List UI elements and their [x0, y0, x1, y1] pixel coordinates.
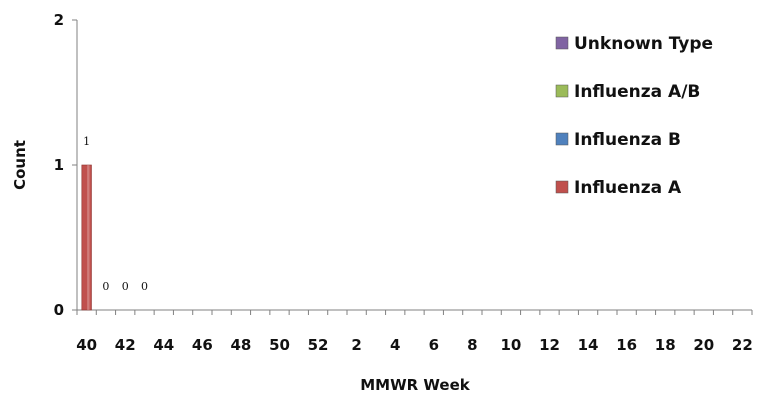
legend-label: Influenza A	[574, 178, 682, 198]
bar-highlight	[87, 165, 90, 310]
x-tick-label: 2	[351, 336, 361, 354]
x-axis-ticks: 40 42 44 46 48 50 52 2 4 6 8 10 12 14 16 18 20 22	[76, 310, 753, 354]
x-tick-label: 40	[76, 336, 97, 354]
x-tick-label: 4	[390, 336, 400, 354]
data-label: 0	[122, 280, 129, 293]
legend-label: Unknown Type	[574, 34, 713, 54]
x-tick-label: 16	[616, 336, 637, 354]
legend-swatch	[555, 180, 569, 194]
x-tick-label: 10	[500, 336, 521, 354]
legend-swatch	[555, 84, 569, 98]
legend-label: Influenza B	[574, 130, 681, 150]
y-axis-title: Count	[11, 140, 29, 190]
data-label: 0	[102, 280, 109, 293]
legend-swatch	[555, 36, 569, 50]
x-tick-label: 42	[115, 336, 136, 354]
bar-influenza-a	[81, 164, 92, 311]
x-tick-label: 8	[467, 336, 477, 354]
data-label: 0	[141, 280, 148, 293]
x-tick-label: 48	[230, 336, 251, 354]
y-axis-ticks: 0 1 2	[54, 11, 77, 319]
x-tick-label: 46	[192, 336, 213, 354]
x-tick-label: 6	[429, 336, 439, 354]
legend-swatch	[555, 132, 569, 146]
x-tick-label: 44	[153, 336, 174, 354]
data-label: 1	[83, 135, 90, 148]
x-tick-label: 50	[269, 336, 290, 354]
x-tick-label: 14	[578, 336, 599, 354]
x-tick-label: 20	[693, 336, 714, 354]
x-tick-label: 18	[655, 336, 676, 354]
y-tick-label: 2	[54, 11, 64, 29]
x-tick-label: 22	[732, 336, 753, 354]
x-axis-title: MMWR Week	[360, 376, 471, 394]
x-tick-label: 52	[308, 336, 329, 354]
legend: Unknown Type Influenza A/B Influenza B Infl…	[555, 34, 713, 198]
legend-label: Influenza A/B	[574, 82, 700, 102]
x-tick-label: 12	[539, 336, 560, 354]
axes	[76, 20, 752, 311]
y-tick-label: 0	[54, 301, 64, 319]
y-tick-label: 1	[54, 156, 64, 174]
bars	[81, 164, 92, 311]
data-labels: 10 0 0	[83, 135, 148, 293]
